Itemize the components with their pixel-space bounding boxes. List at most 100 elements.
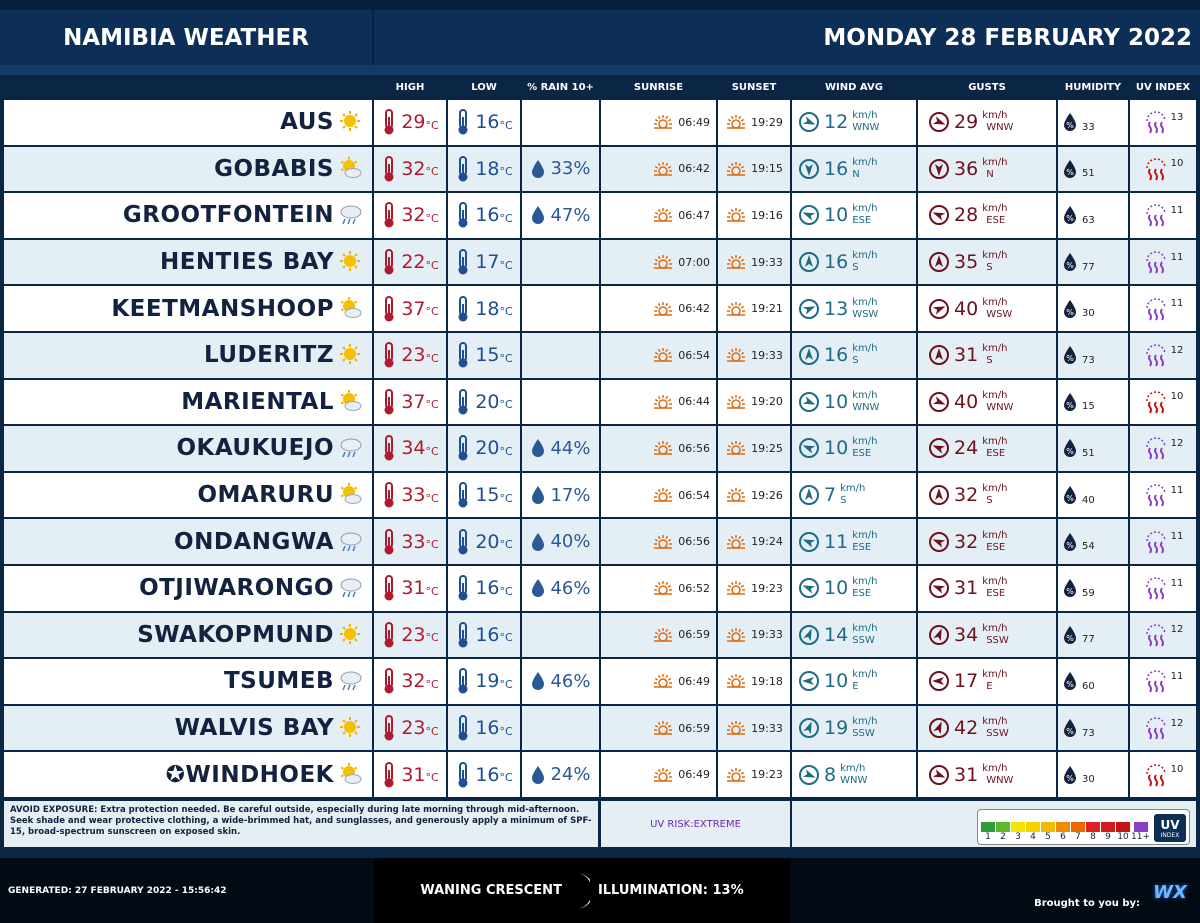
thermometer-icon (384, 621, 394, 648)
icon-part (658, 352, 669, 363)
icon-part (1145, 577, 1166, 588)
icon-part (727, 258, 732, 262)
rain-unit: % (573, 577, 591, 599)
icon-part (1159, 727, 1164, 740)
low-value: 18 (475, 297, 500, 320)
icon-part (738, 255, 742, 260)
icon-part (740, 724, 745, 728)
gust-cell: 36 km/h N (918, 146, 1056, 192)
speed-unit: km/h (852, 250, 878, 262)
icon-part (384, 731, 394, 741)
icon-part (668, 724, 672, 728)
icon-part (740, 585, 745, 588)
humidity-cell: % 15 (1058, 379, 1128, 425)
low-value: 16 (475, 763, 500, 786)
uv-value: 10 (1170, 764, 1184, 776)
icon-part (802, 677, 814, 686)
uv-legend-label: 9 (1105, 832, 1111, 842)
gust-meta: km/h SSW (982, 623, 1009, 647)
icon-part (655, 212, 659, 216)
gust-meta: km/h N (982, 157, 1007, 181)
wind-speed: 16 (824, 157, 849, 180)
icon-part (805, 348, 813, 361)
sunset-icon (727, 767, 746, 782)
humidity-icon: % (1064, 113, 1076, 132)
speed-unit: km/h (982, 296, 1008, 308)
low-value: 16 (475, 717, 500, 740)
icon-part (344, 494, 362, 505)
icon-part (1147, 541, 1164, 554)
icon-part (1153, 494, 1158, 507)
icon-part (935, 255, 943, 268)
uv-value: 11 (1170, 298, 1184, 310)
icon-part (658, 259, 669, 269)
gust-meta: km/h ESE (982, 576, 1007, 600)
speed-unit: km/h (982, 762, 1008, 774)
icon-part (1159, 587, 1164, 600)
rain-cell: 17% (522, 472, 599, 518)
icon-part (740, 352, 745, 355)
icon-part (658, 535, 661, 539)
city-cell: OKAUKUEJO (4, 426, 372, 471)
gust-cell: 42 km/h SSW (918, 705, 1056, 751)
thermometer-icon (384, 715, 394, 741)
sunset-time: 19:26 (751, 488, 783, 502)
city-cell: HENTIES BAY (4, 239, 372, 285)
temp-unit: °C (499, 398, 513, 412)
icon-part (730, 442, 734, 446)
city-name: AUS (280, 109, 334, 136)
uv-legend-box: 1 2 3 4 5 6 7 8 9 10 11+ UV INDEX (792, 801, 1196, 847)
rain-cell: 44% (522, 426, 599, 471)
icon-part (658, 632, 669, 642)
temp-unit: °C (499, 771, 513, 785)
wind-meta: km/h WSW (852, 297, 878, 321)
low-cell: 16 °C (448, 612, 520, 658)
icon-part (344, 400, 362, 411)
sunset-cell: 19:33 (718, 705, 790, 751)
icon-part (342, 719, 346, 723)
icon-part (802, 769, 816, 778)
icon-part (935, 348, 943, 361)
wind-direction: E (852, 681, 859, 693)
uv-value: 11 (1170, 204, 1184, 216)
humidity-value: 60 (1082, 680, 1095, 692)
humidity-icon: % (1064, 765, 1076, 784)
temp-unit: °C (499, 305, 513, 319)
wind-cell: 14 km/h SSW (792, 612, 916, 658)
gust-direction: ESE (986, 588, 1006, 600)
icon-part (1153, 541, 1158, 554)
city-cell: ✪WINDHOEK (4, 752, 372, 797)
city-cell: TSUMEB (4, 659, 372, 704)
uv-value: 11 (1170, 251, 1184, 263)
wind-speed: 14 (824, 623, 849, 646)
sunrise-cell: 06:59 (601, 705, 716, 751)
icon-part (340, 251, 360, 272)
icon-part (655, 724, 659, 728)
icon-part (740, 398, 745, 402)
temp-unit: °C (499, 491, 513, 505)
icon-part (340, 623, 360, 644)
uv-legend-label: 5 (1045, 832, 1051, 842)
temp-unit: °C (425, 491, 439, 505)
thermometer-icon (384, 342, 394, 368)
gust-direction: E (986, 681, 993, 693)
icon-part (730, 116, 734, 120)
low-value: 16 (475, 623, 500, 646)
icon-part (342, 253, 346, 257)
sunrise-icon (654, 581, 673, 596)
icon-part (1147, 261, 1152, 274)
thermometer-icon (384, 155, 394, 182)
rain-unit: % (573, 437, 591, 459)
icon-part (462, 723, 465, 736)
humidity-value: 77 (1082, 261, 1095, 273)
icon-part (727, 724, 732, 728)
icon-part (1145, 158, 1166, 168)
sunrise-time: 06:59 (678, 721, 710, 735)
icon-part (1064, 206, 1076, 225)
sunset-icon (727, 161, 746, 176)
wind-meta: km/h S (852, 343, 877, 367)
humidity-icon: % (1064, 625, 1076, 644)
icon-part (932, 539, 946, 548)
rain-value: 24 (550, 764, 574, 786)
icon-part (1147, 727, 1164, 740)
